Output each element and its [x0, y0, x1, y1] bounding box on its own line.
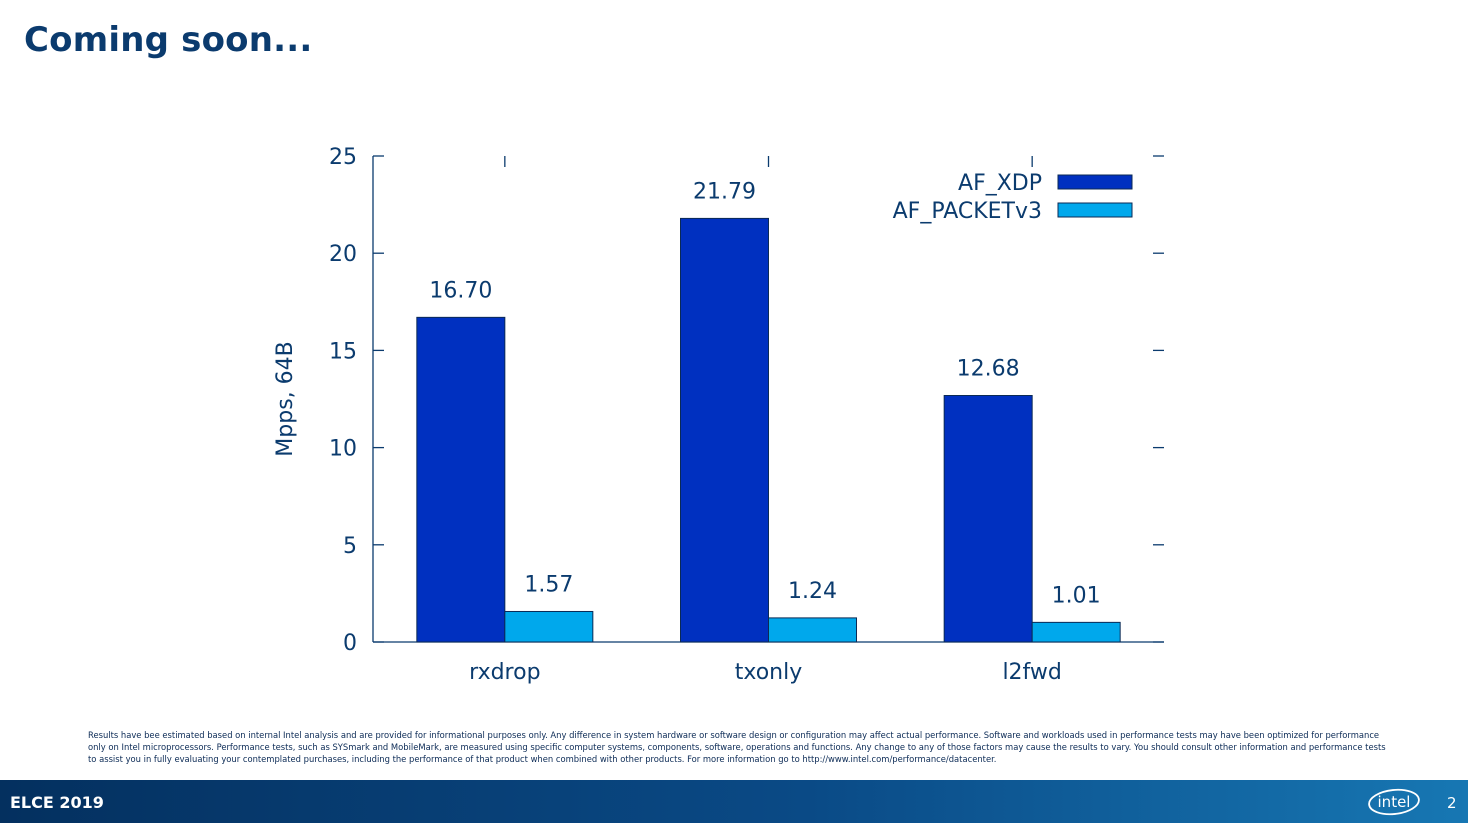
- bar-AF_XDP-l2fwd: [943, 395, 1033, 643]
- bar-AF_XDP-txonly: [680, 217, 769, 643]
- data-label-AF_PACKETv3-l2fwd: 1.01: [1052, 583, 1101, 608]
- x-tick-label-txonly: txonly: [735, 660, 803, 685]
- legend-label-AF_XDP: AF_XDP: [958, 171, 1042, 196]
- footer-event-name: ELCE 2019: [10, 793, 104, 812]
- x-tick-label-l2fwd: l2fwd: [1002, 660, 1061, 685]
- data-label-AF_XDP-txonly: 21.79: [693, 179, 756, 204]
- intel-logo-icon: intel: [1368, 788, 1420, 816]
- legend-swatch-AF_XDP: [1057, 174, 1133, 190]
- x-tick-label-rxdrop: rxdrop: [469, 660, 540, 685]
- data-label-AF_PACKETv3-txonly: 1.24: [788, 579, 837, 604]
- bar-chart: 0 5 10 15 20 25 Mpps, 64B rxdrop 16.70 1.57 txonly…: [273, 145, 1164, 685]
- bar-AF_XDP-rxdrop: [416, 316, 506, 643]
- slide-title: Coming soon...: [24, 20, 313, 60]
- bar-AF_PACKETv3-rxdrop: [504, 610, 594, 643]
- data-label-AF_XDP-l2fwd: 12.68: [957, 357, 1020, 382]
- y-tick-label: 5: [343, 534, 357, 559]
- bar-AF_PACKETv3-txonly: [768, 617, 857, 643]
- y-tick-label: 0: [343, 631, 357, 656]
- y-axis-label: Mpps, 64B: [273, 341, 298, 456]
- bar-AF_PACKETv3-l2fwd: [1031, 621, 1121, 643]
- disclaimer-text: Results have bee estimated based on inte…: [88, 730, 1386, 764]
- legend-swatch-AF_PACKETv3: [1057, 202, 1133, 218]
- y-tick-label: 20: [329, 242, 357, 267]
- data-label-AF_PACKETv3-rxdrop: 1.57: [524, 572, 573, 597]
- footer-bar: ELCE 2019 intel 2: [0, 780, 1468, 823]
- data-label-AF_XDP-rxdrop: 16.70: [429, 278, 492, 303]
- legend-label-AF_PACKETv3: AF_PACKETv3: [893, 199, 1042, 224]
- y-tick-label: 25: [329, 145, 357, 170]
- page-number: 2: [1447, 794, 1457, 812]
- y-tick-label: 10: [329, 437, 357, 462]
- y-tick-label: 15: [329, 339, 357, 364]
- intel-logo-text: intel: [1378, 793, 1411, 811]
